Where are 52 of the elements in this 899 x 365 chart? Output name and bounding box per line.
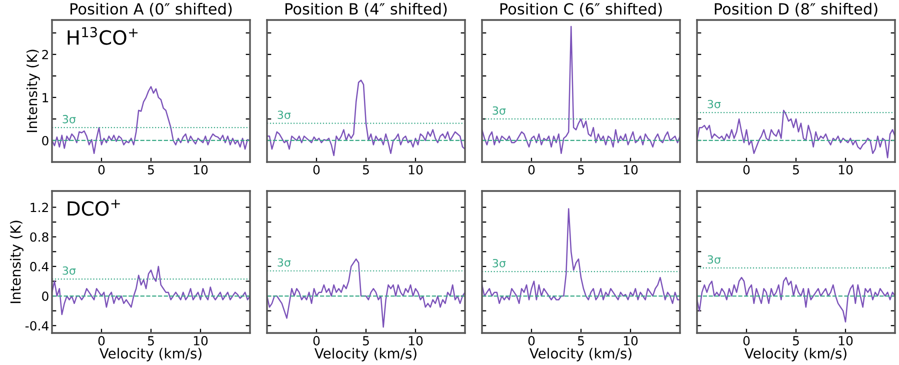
x-tick-label: 5 xyxy=(362,336,369,346)
x-axis-title: Velocity (km/s) xyxy=(314,348,416,362)
y-tick-label: 2 xyxy=(42,50,48,60)
y-tick-label: 0.8 xyxy=(30,232,48,242)
x-tick-label: 5 xyxy=(792,336,799,346)
chart-title: Position C (6″ shifted) xyxy=(500,2,662,16)
x-tick-label: 0 xyxy=(528,336,535,346)
y-tick-label: 0 xyxy=(42,136,48,146)
x-tick-label: 5 xyxy=(362,165,369,174)
y-tick-label: 1.2 xyxy=(30,202,48,212)
x-tick-label: 0 xyxy=(98,336,105,346)
annotation: H$^{13}$CO$^{+}$ xyxy=(68,27,138,45)
x-tick-label: 5 xyxy=(578,165,584,174)
x-tick-label: 10 xyxy=(408,165,423,174)
x-axis-title: Velocity (km/s) xyxy=(744,348,846,362)
x-axis-title: Velocity (km/s) xyxy=(529,348,632,362)
ref-line-label: 3σ xyxy=(62,114,76,124)
chart-title: Position B (4″ shifted) xyxy=(286,2,447,16)
x-tick-label: 0 xyxy=(98,165,105,174)
x-tick-label: 10 xyxy=(838,165,853,174)
y-axis-title: Intensity (K) xyxy=(10,220,24,304)
ref-line-label: 3σ xyxy=(62,266,76,275)
x-tick-label: 10 xyxy=(194,336,208,346)
x-tick-label: 5 xyxy=(792,165,799,174)
x-tick-label: 5 xyxy=(148,165,154,174)
x-tick-label: 0 xyxy=(743,336,750,346)
y-axis-title: Intensity (K) xyxy=(26,50,40,132)
ref-line-label: 3σ xyxy=(278,258,291,267)
x-tick-label: 10 xyxy=(194,165,208,174)
x-tick-label: 10 xyxy=(624,165,638,174)
y-tick-label: 1 xyxy=(42,93,48,102)
x-tick-label: 5 xyxy=(148,336,154,346)
ref-line-label: 3σ xyxy=(278,110,291,120)
chart-title: Position A (0″ shifted) xyxy=(70,2,232,16)
x-tick-label: 0 xyxy=(528,165,535,174)
ref-line-label: 3σ xyxy=(708,255,721,264)
ref-line-label: 3σ xyxy=(492,258,506,268)
chart-title: Position D (8″ shifted) xyxy=(714,2,878,16)
x-tick-label: 5 xyxy=(578,336,584,346)
annotation: DCO$^{+}$ xyxy=(68,200,120,216)
x-tick-label: 0 xyxy=(313,165,320,174)
y-tick-label: 0.4 xyxy=(30,262,49,272)
ref-line-label: 3σ xyxy=(492,106,506,115)
x-axis-title: Velocity (km/s) xyxy=(99,348,202,362)
y-tick-label: -0.4 xyxy=(25,321,49,331)
x-tick-label: 10 xyxy=(838,336,853,346)
x-tick-label: 10 xyxy=(624,336,638,346)
ref-line-label: 3σ xyxy=(708,100,721,108)
y-tick-label: 0 xyxy=(42,291,48,301)
x-tick-label: 10 xyxy=(408,336,423,346)
x-tick-label: 0 xyxy=(313,336,320,346)
x-tick-label: 0 xyxy=(743,165,750,174)
